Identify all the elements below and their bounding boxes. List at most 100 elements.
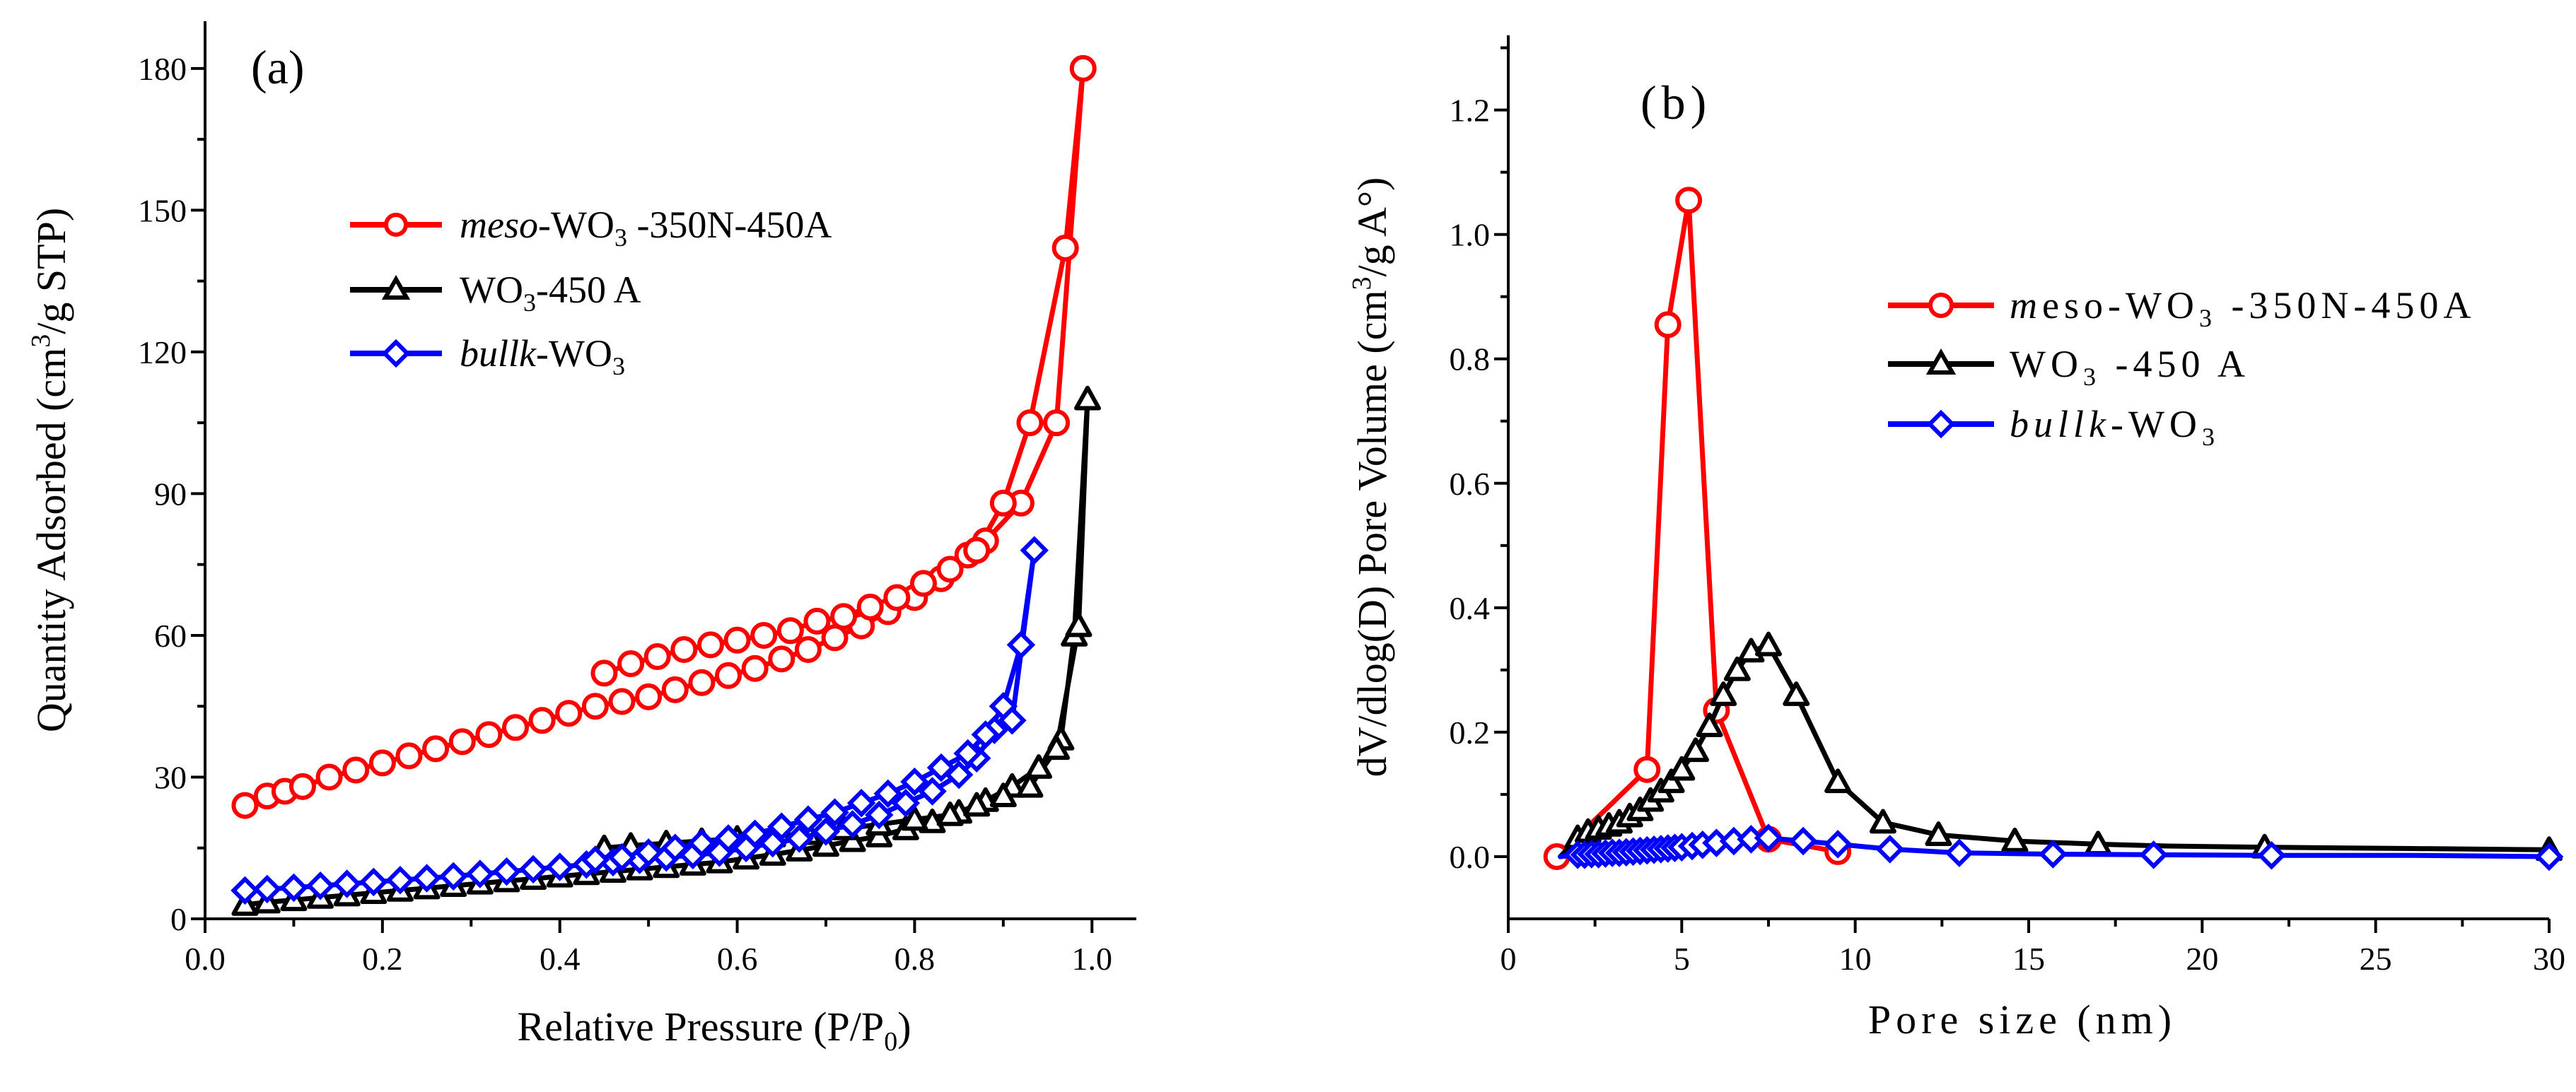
panel-a-point-meso bbox=[231, 792, 259, 819]
panel-a-point-bulk bbox=[545, 852, 574, 881]
panel-a-point-meso bbox=[502, 714, 529, 741]
panel-b-y-tick-label: 0.4 bbox=[1450, 590, 1491, 626]
panel-a-point-meso bbox=[794, 636, 822, 663]
panel-b-point-wo3 bbox=[1783, 681, 1810, 706]
panel-a-ticks: 0.0 0.2 0.4 0.6 0.8 1.0 0 30 60 90 120 150 180 bbox=[138, 51, 1112, 977]
panel-b-point-bulk bbox=[1788, 826, 1818, 856]
panel-a-y-tick-label: 120 bbox=[138, 334, 187, 370]
panel-b-legend-meso-sub: 3 bbox=[2199, 304, 2217, 332]
panel-a-point-meso bbox=[1016, 409, 1044, 437]
panel-b-x-tick-label: 0 bbox=[1500, 941, 1517, 977]
panel-a-point-bulk bbox=[873, 779, 903, 809]
panel-a-point-meso bbox=[395, 742, 423, 770]
panel-a-point-bulk bbox=[865, 800, 894, 830]
panel-b-legend-meso-text: eso-WO bbox=[2042, 284, 2199, 327]
panel-a-legend-item-meso: meso-WO3 -350N-450A bbox=[350, 204, 832, 252]
panel-a-point-bulk bbox=[793, 805, 823, 834]
panel-b-legend-meso-tail: -350N-450A bbox=[2217, 284, 2476, 327]
panel-b-point-meso bbox=[1654, 311, 1682, 339]
panel-a-y-axis-title-text: Quantity Adsorbed (cm bbox=[28, 348, 74, 732]
panel-b-y-tick-label: 1.0 bbox=[1450, 217, 1491, 253]
panel-b-y-axis-title-rest: /g A°) bbox=[1349, 177, 1395, 277]
panel-a-point-meso bbox=[608, 688, 636, 715]
panel-b-legend-marker-bulk bbox=[1926, 409, 1956, 439]
panel-b-legend-meso-italic: m bbox=[2010, 284, 2042, 327]
panel-b-legend-bulk-italic: bullk bbox=[2010, 403, 2111, 445]
panel-b-point-wo3 bbox=[1755, 631, 1782, 657]
panel-a-point-bulk bbox=[660, 833, 690, 862]
panel-a-series bbox=[231, 54, 1102, 916]
panel-a-legend-bulk-sub: 3 bbox=[612, 352, 625, 380]
panel-a-point-wo3 bbox=[1016, 773, 1044, 798]
panel-b-legend-label-wo3: WO3 -450 A bbox=[2010, 343, 2250, 391]
panel-a-x-axis-title-close: ) bbox=[897, 1004, 911, 1050]
panel-a-point-bulk bbox=[900, 767, 929, 797]
panel-a-point-meso bbox=[830, 603, 858, 630]
panel-b-point-bulk bbox=[1945, 838, 1974, 867]
panel-b-legend: meso-WO3 -350N-450A WO3 -450 A bullk-WO3 bbox=[1888, 284, 2476, 451]
panel-a-x-tick-label: 0.0 bbox=[185, 941, 226, 977]
panel-a-x-tick-label: 0.2 bbox=[362, 941, 403, 977]
panel-a-point-bulk bbox=[305, 871, 335, 900]
panel-b-point-bulk bbox=[1823, 830, 1853, 859]
panel-b-x-tick-label: 30 bbox=[2533, 941, 2565, 977]
panel-a-point-bulk bbox=[891, 788, 921, 818]
panel-a-point-bulk bbox=[989, 691, 1018, 721]
panel-a-point-bulk bbox=[846, 788, 876, 818]
panel-a-point-bulk bbox=[332, 869, 361, 898]
panel-a-point-bulk bbox=[438, 862, 468, 891]
panel-b-point-wo3 bbox=[1696, 712, 1723, 737]
panel-a-point-meso bbox=[342, 756, 370, 784]
panel-b-point-bulk bbox=[1754, 823, 1783, 852]
panel-b-point-wo3 bbox=[1723, 656, 1751, 681]
panel-a-point-bulk bbox=[607, 843, 636, 872]
panel-a-point-wo3 bbox=[989, 782, 1017, 808]
panel-b-point-wo3 bbox=[1869, 809, 1896, 834]
panel-a-legend-meso-sub: 3 bbox=[614, 223, 627, 252]
panel-b-point-wo3 bbox=[1710, 681, 1737, 706]
panel-b-legend-marker-wo3 bbox=[1925, 348, 1957, 375]
panel-a-point-bulk bbox=[687, 828, 716, 858]
panel-a-legend-bulk-italic: bullk bbox=[460, 332, 537, 375]
panel-a-point-meso bbox=[289, 773, 316, 800]
panel-a-point-bulk bbox=[713, 824, 743, 853]
panel-a-x-axis-title-sub: 0 bbox=[884, 1027, 897, 1057]
panel-a-legend-marker-wo3 bbox=[381, 274, 411, 300]
panel-b-x-tick-label: 15 bbox=[2012, 941, 2045, 977]
panel-a-y-tick-label: 90 bbox=[154, 476, 187, 512]
panel-a-point-meso bbox=[768, 645, 795, 673]
panel-a-legend-marker-bulk bbox=[381, 339, 411, 368]
panel-a-legend-wo3-tail: -450 A bbox=[536, 269, 641, 311]
panel-a-y-axis-title-sup: 3 bbox=[26, 334, 56, 348]
panel-b-y-tick-label: 0.6 bbox=[1450, 466, 1491, 502]
panel-b-legend-wo3-tail: -450 A bbox=[2101, 343, 2250, 385]
panel-a-point-meso bbox=[1043, 409, 1071, 437]
panel-b-point-wo3 bbox=[1668, 756, 1696, 781]
panel-a-point-bulk bbox=[518, 855, 548, 884]
panel-a-point-bulk bbox=[740, 819, 769, 848]
panel-a-point-meso bbox=[1051, 234, 1079, 262]
panel-a-legend-label-meso: meso-WO3 -350N-450A bbox=[460, 204, 832, 252]
panel-a-point-bulk bbox=[359, 867, 388, 897]
panel-a-plot-area: 0.0 0.2 0.4 0.6 0.8 1.0 0 30 60 90 120 150 180 bbox=[138, 21, 1136, 977]
panel-a-point-meso bbox=[697, 631, 724, 659]
panel-b-y-tick-label: 1.2 bbox=[1450, 93, 1491, 129]
panel-a-x-tick-label: 0.8 bbox=[894, 941, 936, 977]
panel-a-point-meso bbox=[803, 607, 831, 635]
panel-a-point-meso bbox=[635, 683, 663, 710]
panel-b-series-line-wo3 bbox=[1558, 642, 2552, 859]
panel-a-point-meso bbox=[989, 489, 1017, 517]
panel-b-x-tick-label: 5 bbox=[1674, 941, 1690, 977]
panel-b-label: (b) bbox=[1640, 76, 1711, 129]
panel-a-point-bulk bbox=[971, 720, 1001, 749]
panel-a-point-meso bbox=[670, 636, 698, 663]
panel-b-legend-marker-meso bbox=[1928, 293, 1954, 318]
panel-a-y-axis-title: Quantity Adsorbed (cm3/g STP) bbox=[26, 208, 74, 732]
panel-a-point-meso bbox=[555, 700, 583, 727]
panel-a-y-tick-label: 60 bbox=[154, 618, 187, 654]
panel-a-point-meso bbox=[617, 650, 645, 678]
panel-b-x-tick-label: 10 bbox=[1839, 941, 1872, 977]
panel-a-point-meso bbox=[422, 735, 450, 763]
panel-b-y-axis-title-text: dV/dlog(D) Pore Volume (cm bbox=[1349, 290, 1395, 777]
